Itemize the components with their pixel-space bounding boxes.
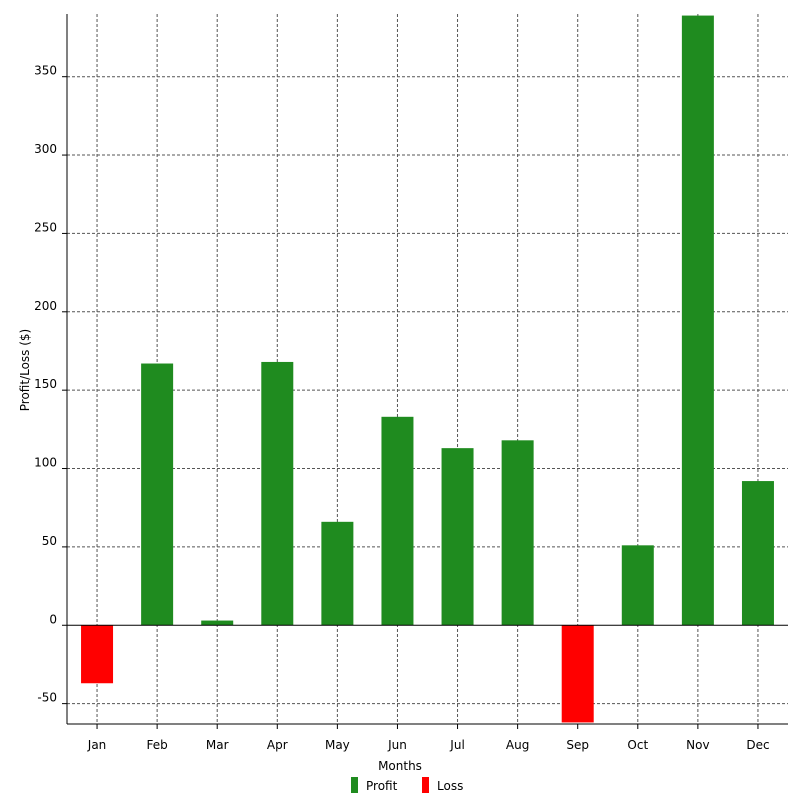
bar-mar (201, 620, 234, 626)
x-tick-label: Apr (267, 738, 288, 752)
y-tick-label: 0 (49, 612, 57, 626)
x-axis-ticks: Jan Feb Mar Apr May Jun Jul Aug Sep Oct Nov Dec (87, 724, 770, 752)
bar-apr (261, 361, 294, 626)
y-axis-ticks: -50 0 50 100 150 200 250 300 350 (34, 64, 67, 705)
bar-jan (81, 625, 114, 684)
bar-dec (741, 481, 774, 626)
loss-legend-swatch (422, 777, 429, 793)
y-tick-label: 100 (34, 456, 57, 470)
grid-lines (67, 14, 788, 724)
x-tick-label: Oct (627, 738, 648, 752)
y-tick-label: 200 (34, 299, 57, 313)
bar-sep (561, 625, 594, 723)
y-axis-label: Profit/Loss ($) (18, 329, 32, 411)
x-tick-label: Jul (449, 738, 464, 752)
bar-jun (381, 416, 414, 626)
bar-feb (141, 363, 174, 626)
y-tick-label: 50 (42, 534, 57, 548)
x-tick-label: Mar (206, 738, 229, 752)
profit-legend-label: Profit (366, 779, 398, 793)
profit-legend-swatch (351, 777, 358, 793)
x-tick-label: Sep (566, 738, 589, 752)
x-tick-label: Feb (147, 738, 168, 752)
x-tick-label: May (325, 738, 350, 752)
y-tick-label: 350 (34, 64, 57, 78)
bar-nov (681, 15, 714, 626)
y-tick-label: 150 (34, 377, 57, 391)
loss-legend-label: Loss (437, 779, 463, 793)
y-tick-label: 300 (34, 142, 57, 156)
x-tick-label: Aug (506, 738, 529, 752)
bar-oct (621, 545, 654, 626)
x-axis-label: Months (378, 759, 422, 773)
axes (66, 14, 788, 725)
x-tick-label: Nov (686, 738, 709, 752)
x-tick-label: Jan (87, 738, 107, 752)
bar-jul (441, 448, 474, 626)
legend: Profit Loss (351, 777, 463, 793)
x-tick-label: Jun (387, 738, 407, 752)
y-tick-label: 250 (34, 220, 57, 234)
x-tick-label: Dec (746, 738, 769, 752)
bar-aug (501, 440, 534, 626)
bars (81, 15, 774, 723)
bar-may (321, 521, 354, 626)
y-tick-label: -50 (37, 691, 57, 705)
